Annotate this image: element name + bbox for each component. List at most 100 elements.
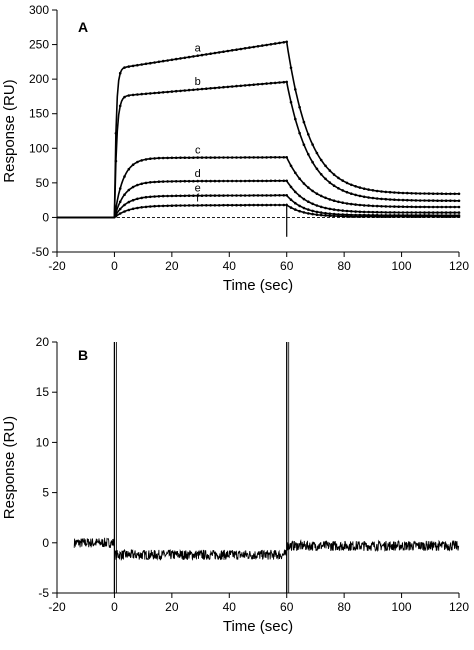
a-series-b-point: [337, 187, 340, 190]
a-series-a-point: [149, 61, 152, 65]
a-series-c-point: [196, 156, 199, 159]
a-series-a-point: [418, 192, 422, 195]
a-series-f-point: [183, 204, 187, 207]
a-series-e-point: [157, 195, 161, 198]
b-x-tick-label: 40: [223, 600, 237, 614]
a-series-a-point: [161, 59, 165, 63]
a-series-a-point: [256, 45, 260, 48]
a-series-d-point: [298, 194, 301, 198]
a-series-d-point: [127, 188, 131, 192]
a-series-c-point: [149, 157, 152, 160]
a-series-c-point: [187, 156, 191, 159]
a-series-e-point: [298, 204, 301, 208]
a-series-f-point: [431, 215, 435, 218]
a-series-f-point: [341, 215, 345, 218]
a-series-c-point: [302, 182, 306, 185]
a-series-a-point: [235, 48, 238, 51]
a-series-f-point: [161, 204, 165, 208]
a-series-f-point: [423, 215, 426, 218]
a-series-d-point: [414, 211, 418, 214]
a-series-e-point: [222, 194, 225, 197]
a-series-e-point: [307, 208, 310, 211]
a-series-b-point: [269, 81, 273, 85]
a-series-f-point: [440, 215, 444, 218]
a-series-b-point: [453, 199, 457, 203]
a-series-f-point: [114, 215, 118, 218]
a-series-d-point: [371, 210, 375, 214]
a-series-e-point: [187, 194, 191, 197]
a-series-f-point: [157, 204, 161, 208]
a-series-f-point: [196, 204, 199, 207]
a-y-tick-label: -50: [32, 245, 50, 259]
a-series-d-point: [136, 183, 139, 187]
a-series-c-point: [174, 156, 178, 160]
a-series-e-point: [205, 194, 208, 197]
a-series-f-point: [380, 215, 383, 218]
a-series-d-point: [213, 179, 217, 183]
a-series-b-point: [118, 104, 122, 108]
a-series-e-point: [332, 212, 336, 216]
a-series-e-point: [170, 194, 174, 198]
a-y-tick-label: 200: [29, 72, 49, 86]
a-series-b-point: [315, 167, 319, 171]
a-series-d-point: [307, 200, 310, 203]
a-x-tick-label: 100: [392, 259, 412, 273]
a-series-f-point: [256, 203, 260, 207]
a-series-d-point: [217, 179, 221, 183]
a-series-e-point: [278, 194, 281, 197]
a-series-d-point: [457, 211, 461, 214]
a-series-c-point: [136, 160, 139, 164]
a-series-b-point: [282, 80, 286, 84]
a-series-d-point: [354, 210, 357, 213]
a-series-b-point: [367, 196, 370, 199]
a-series-c-point: [209, 156, 212, 159]
a-series-b-point: [362, 195, 366, 199]
a-series-d-point: [230, 179, 234, 183]
a-series-c-point: [153, 157, 156, 160]
a-series-c-point: [444, 205, 448, 209]
a-series-f-point: [209, 204, 212, 207]
a-series-a-point: [196, 54, 199, 57]
a-series-c-point: [406, 205, 409, 209]
b-x-tick-label: 20: [165, 600, 179, 614]
a-series-f-point: [418, 215, 422, 218]
a-series-f-point: [444, 215, 448, 218]
a-series-b-point: [196, 88, 199, 91]
a-series-c-point: [140, 159, 143, 162]
a-series-a-point: [269, 43, 273, 46]
a-series-b-point: [289, 100, 293, 104]
a-series-c-point: [384, 205, 388, 208]
a-series-a-point: [311, 143, 314, 146]
a-series-a-point: [192, 55, 195, 58]
a-series-b-point: [380, 197, 383, 201]
a-series-e-point: [248, 194, 251, 197]
a-series-e-point: [174, 194, 178, 198]
a-series-a-point: [278, 41, 281, 45]
a-series-d-point: [226, 179, 230, 183]
a-series-a-point: [136, 63, 139, 67]
a-y-tick-label: 50: [36, 176, 50, 190]
a-series-a-point: [239, 47, 243, 51]
a-series-e-point: [265, 194, 268, 197]
a-series-f-point: [397, 215, 401, 218]
a-series-d-point: [345, 209, 349, 213]
a-series-a-point: [449, 192, 452, 196]
a-series-d-point: [444, 211, 448, 214]
a-series-d-point: [332, 208, 336, 211]
a-series-b-point: [140, 92, 143, 96]
a-series-d-point: [436, 211, 439, 214]
a-series-a-point: [157, 60, 161, 64]
a-series-d-point: [289, 185, 293, 189]
a-series-b-point: [136, 93, 139, 96]
a-series-a-point: [289, 66, 293, 70]
a-series-b-point: [149, 92, 152, 95]
a-series-c-point: [380, 205, 383, 208]
a-series-d-point: [449, 211, 452, 214]
a-series-d-point: [418, 211, 422, 214]
a-series-c-point: [157, 156, 161, 160]
a-series-d-point: [179, 180, 182, 183]
a-series-b-point: [187, 88, 191, 92]
a-series-b-point: [166, 90, 169, 94]
a-series-d-point: [294, 190, 297, 194]
